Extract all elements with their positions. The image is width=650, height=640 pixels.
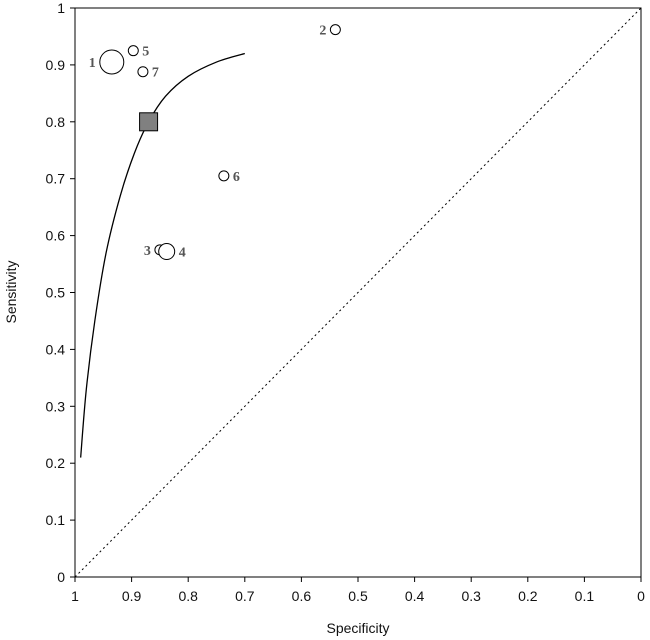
study-point-7 — [137, 66, 149, 78]
study-label-5: 5 — [142, 45, 149, 60]
x-tick-label: 0.2 — [518, 588, 538, 604]
x-tick-label: 0.6 — [292, 588, 312, 604]
study-point-1 — [99, 49, 125, 75]
study-label-4: 4 — [179, 246, 186, 261]
sroc-curve — [80, 52, 245, 458]
x-tick-label: 0.5 — [348, 588, 368, 604]
y-tick-label: 0.4 — [46, 341, 66, 357]
study-label-3: 3 — [144, 244, 151, 259]
y-tick-label: 0.5 — [46, 285, 66, 301]
x-tick-label: 1 — [71, 588, 79, 604]
x-tick-label: 0.7 — [235, 588, 255, 604]
y-tick-label: 0.6 — [46, 228, 66, 244]
y-tick-label: 0 — [57, 569, 65, 585]
study-point-4 — [158, 243, 176, 261]
y-tick-label: 1 — [57, 0, 65, 16]
y-axis-title: Sensitivity — [3, 260, 19, 323]
y-tick-label: 0.9 — [46, 57, 66, 73]
x-tick-label: 0.3 — [461, 588, 481, 604]
study-point-5 — [127, 45, 139, 57]
x-tick-label: 0.8 — [178, 588, 198, 604]
x-tick-label: 0 — [637, 588, 645, 604]
y-tick-label: 0.3 — [46, 398, 66, 414]
reference-line-layer — [74, 7, 642, 578]
y-tick-label: 0.7 — [46, 171, 66, 187]
y-tick-label: 0.8 — [46, 114, 66, 130]
summary-point — [139, 112, 159, 132]
study-label-2: 2 — [319, 24, 326, 39]
study-point-6 — [218, 170, 230, 182]
x-tick-label: 0.9 — [122, 588, 142, 604]
y-tick-label: 0.1 — [46, 512, 66, 528]
study-label-6: 6 — [233, 170, 240, 185]
study-label-7: 7 — [152, 66, 159, 81]
points-layer: 1 2 3 4 5 6 7 — [89, 24, 341, 261]
reference-diagonal — [74, 7, 642, 578]
ticks-layer: 1 0.9 0.8 0.7 0.6 0.5 0.4 0.3 0.2 0.1 0 0 0.1 0.2 0.3 0… — [46, 0, 646, 604]
x-tick-label: 0.1 — [575, 588, 595, 604]
x-axis-title: Specificity — [326, 620, 389, 636]
sroc-curve-layer — [80, 52, 245, 458]
y-tick-label: 0.2 — [46, 455, 66, 471]
x-tick-label: 0.4 — [405, 588, 425, 604]
study-label-1: 1 — [89, 56, 96, 71]
study-point-2 — [329, 24, 341, 36]
